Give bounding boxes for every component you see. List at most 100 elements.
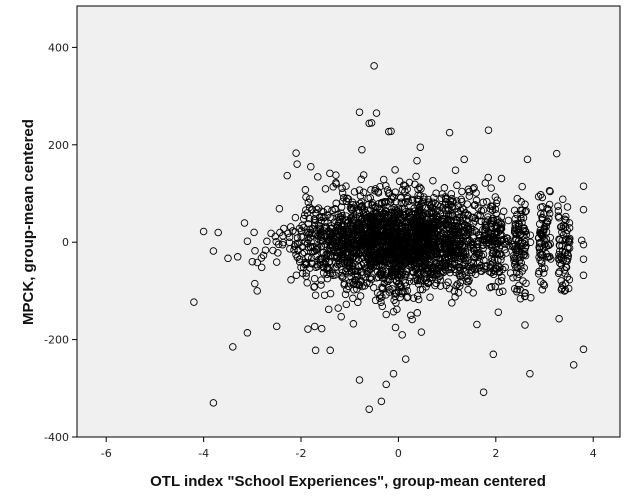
data-point <box>302 269 311 277</box>
data-point <box>332 253 341 261</box>
data-point <box>424 264 432 272</box>
data-point <box>510 228 519 236</box>
data-point <box>380 234 389 242</box>
data-point <box>392 299 400 307</box>
data-point <box>384 127 393 136</box>
data-point <box>328 206 336 215</box>
data-point <box>376 294 384 302</box>
data-point <box>339 229 348 237</box>
data-point <box>331 238 339 246</box>
data-point <box>496 250 504 259</box>
axes: -6 -4 -2 0 2 4 -400 -200 0 200 400 <box>44 41 597 460</box>
data-point <box>393 222 401 230</box>
data-point <box>305 230 313 239</box>
data-point <box>381 199 389 207</box>
data-point <box>357 261 366 269</box>
data-point <box>250 228 258 237</box>
data-point <box>498 220 506 229</box>
data-point <box>552 149 561 158</box>
data-point <box>378 220 387 229</box>
data-point <box>364 235 372 243</box>
data-point <box>359 206 367 214</box>
data-point <box>473 240 482 249</box>
y-tick-label: 200 <box>48 139 69 152</box>
data-point <box>387 127 395 135</box>
data-point <box>370 232 379 241</box>
data-point <box>431 281 439 290</box>
data-point <box>336 254 344 263</box>
data-point <box>444 278 452 286</box>
data-point <box>454 210 463 218</box>
data-point <box>399 250 407 259</box>
data-point <box>443 252 452 261</box>
data-point <box>394 255 403 263</box>
data-point <box>317 242 326 251</box>
data-point <box>513 285 521 294</box>
data-point <box>251 247 259 255</box>
data-point <box>473 320 481 329</box>
data-point <box>380 270 388 279</box>
data-point <box>432 279 440 288</box>
data-point <box>394 209 402 218</box>
data-point <box>464 224 473 233</box>
data-point <box>385 268 393 277</box>
data-point <box>477 267 486 275</box>
data-point <box>412 172 420 181</box>
data-point <box>535 238 544 247</box>
data-point <box>326 169 334 178</box>
data-point <box>314 204 323 212</box>
data-point <box>420 209 429 217</box>
data-point <box>382 291 390 299</box>
data-point <box>569 361 578 369</box>
data-point <box>539 269 548 277</box>
data-point <box>496 263 504 272</box>
data-point <box>304 325 312 333</box>
data-point <box>484 173 492 182</box>
data-point <box>320 213 328 222</box>
data-point <box>272 322 281 331</box>
data-point <box>251 279 259 288</box>
data-point <box>456 239 464 248</box>
data-point <box>497 252 506 260</box>
data-point <box>440 184 449 192</box>
data-point <box>342 212 351 220</box>
data-point <box>415 203 423 212</box>
data-point <box>313 244 322 253</box>
data-point <box>359 259 368 268</box>
data-point <box>286 223 295 231</box>
data-point <box>555 250 563 259</box>
data-point <box>554 207 563 215</box>
data-point <box>433 225 441 233</box>
data-point <box>199 227 208 236</box>
data-point <box>444 210 453 218</box>
data-point <box>519 251 528 259</box>
data-point <box>419 255 427 263</box>
data-point <box>342 197 351 205</box>
data-point <box>276 228 284 237</box>
data-point <box>374 187 382 196</box>
y-tick-label: 0 <box>62 236 69 249</box>
data-point <box>538 214 547 222</box>
data-point <box>356 239 365 247</box>
data-point <box>432 189 440 197</box>
data-point <box>348 218 356 226</box>
data-point <box>457 252 466 260</box>
data-point <box>579 345 588 354</box>
data-point <box>452 197 461 205</box>
data-point <box>364 206 372 214</box>
data-point <box>453 218 461 227</box>
data-point <box>346 259 354 267</box>
data-point <box>408 195 416 204</box>
data-point <box>327 224 336 232</box>
data-point <box>556 259 564 267</box>
data-point <box>327 228 336 237</box>
data-point <box>350 286 358 294</box>
data-point <box>378 302 387 311</box>
data-point <box>429 265 437 274</box>
data-point <box>291 213 300 222</box>
data-point <box>378 283 386 291</box>
data-point <box>224 254 232 263</box>
data-point <box>469 289 477 297</box>
data-point <box>463 277 471 286</box>
data-point <box>394 288 403 296</box>
